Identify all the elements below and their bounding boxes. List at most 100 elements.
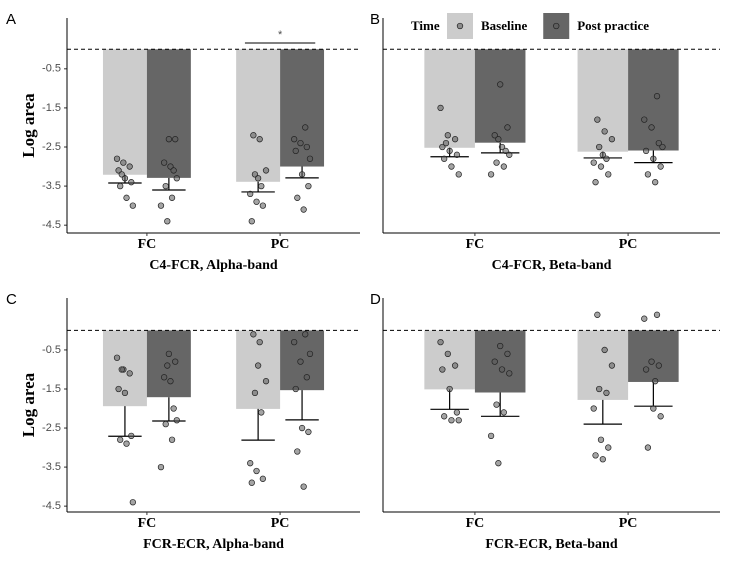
- data-point: [657, 413, 664, 420]
- x-tick-label: FC: [138, 516, 157, 531]
- y-tick-label: -2.5: [42, 141, 61, 153]
- data-point: [162, 182, 169, 190]
- data-point: [590, 159, 597, 166]
- data-point: [652, 378, 659, 385]
- data-point: [455, 171, 462, 178]
- data-point: [262, 167, 270, 174]
- panel-label: C: [6, 291, 17, 308]
- data-point: [601, 128, 608, 135]
- data-point: [594, 311, 601, 318]
- y-tick-label: -4.5: [42, 500, 61, 512]
- data-point: [641, 116, 648, 123]
- data-point: [601, 346, 608, 354]
- data-point: [248, 218, 255, 225]
- legend-label: Baseline: [481, 18, 527, 33]
- data-point: [305, 182, 312, 190]
- data-point: [300, 483, 307, 490]
- x-tick-label: FC: [466, 237, 485, 252]
- data-point: [446, 147, 453, 155]
- data-point: [605, 171, 612, 178]
- data-point: [448, 417, 455, 424]
- error-bar: [634, 381, 673, 407]
- data-point: [437, 104, 444, 112]
- data-point: [596, 143, 603, 151]
- bar: [628, 330, 679, 382]
- legend-point: [553, 22, 560, 30]
- data-point: [650, 155, 657, 162]
- data-point: [491, 358, 498, 365]
- data-point: [303, 374, 310, 381]
- x-axis-label: FCR-ECR, Alpha-band: [143, 537, 284, 552]
- data-point: [292, 147, 299, 155]
- error-bar: [480, 392, 520, 417]
- panel-label: B: [370, 11, 380, 28]
- bar: [577, 330, 629, 400]
- data-point: [597, 163, 605, 170]
- data-point: [247, 460, 254, 467]
- data-point: [439, 143, 446, 151]
- data-point: [597, 436, 605, 443]
- data-point: [451, 136, 459, 143]
- data-point: [129, 499, 136, 506]
- data-point: [123, 440, 130, 447]
- data-point: [297, 139, 304, 147]
- data-point: [162, 420, 169, 428]
- data-point: [655, 139, 662, 147]
- data-point: [294, 448, 301, 455]
- data-point: [259, 475, 267, 482]
- bar: [474, 49, 526, 143]
- data-point: [121, 389, 129, 397]
- bar: [102, 49, 147, 175]
- data-point: [254, 175, 262, 182]
- data-point: [172, 136, 179, 143]
- data-point: [247, 190, 254, 198]
- y-tick-label: -4.5: [42, 219, 61, 231]
- x-axis-label: FCR-ECR, Beta-band: [485, 537, 617, 552]
- data-point: [165, 136, 173, 143]
- y-tick-label: -0.5: [42, 344, 61, 356]
- data-point: [498, 366, 506, 373]
- data-point: [652, 179, 659, 186]
- data-point: [504, 350, 511, 357]
- data-point: [439, 366, 446, 373]
- bar: [577, 49, 629, 152]
- x-axis-label: C4-FCR, Beta-band: [492, 258, 612, 273]
- data-point: [126, 370, 133, 377]
- data-point: [128, 179, 135, 186]
- data-point: [605, 444, 612, 451]
- data-point: [648, 358, 655, 365]
- y-tick-label: -3.5: [42, 180, 61, 192]
- data-point: [455, 417, 462, 424]
- error-bar: [430, 389, 469, 410]
- data-point: [590, 405, 597, 412]
- data-point: [291, 338, 298, 346]
- data-point: [444, 132, 451, 139]
- data-point: [164, 362, 171, 369]
- data-point: [303, 143, 310, 151]
- data-point: [262, 378, 270, 385]
- y-tick-label: -2.5: [42, 422, 61, 434]
- data-point: [160, 374, 168, 381]
- data-point: [642, 147, 650, 155]
- bar: [424, 49, 475, 148]
- data-point: [655, 362, 662, 369]
- data-point: [167, 378, 174, 385]
- data-point: [160, 159, 168, 166]
- data-point: [300, 206, 307, 213]
- data-point: [292, 385, 299, 393]
- data-point: [451, 362, 459, 369]
- data-point: [170, 167, 177, 174]
- data-point: [592, 452, 599, 459]
- data-point: [608, 136, 616, 143]
- data-point: [453, 409, 461, 416]
- data-point: [497, 342, 504, 350]
- data-point: [126, 163, 133, 170]
- data-point: [495, 460, 502, 467]
- legend-label: Post practice: [577, 18, 649, 33]
- data-point: [657, 163, 664, 170]
- data-point: [113, 354, 121, 361]
- bar: [474, 330, 526, 393]
- data-point: [659, 143, 666, 151]
- data-point: [491, 132, 498, 139]
- data-point: [128, 432, 135, 440]
